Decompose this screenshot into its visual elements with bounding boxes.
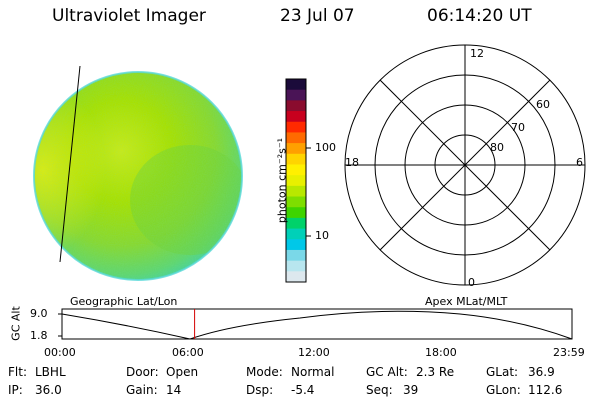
polar-label-18: 18 <box>345 156 359 169</box>
time-label: 06:14:20 UT <box>427 6 532 26</box>
terminator-line <box>59 65 81 263</box>
polar-lat-80: 80 <box>490 141 504 154</box>
info-gain-label: Gain: <box>126 383 158 397</box>
timeline-x-tick-0000: 00:00 <box>44 346 76 359</box>
info-gcalt-label: GC Alt: <box>366 365 408 379</box>
timeline-x-tick-0600: 06:00 <box>172 346 204 359</box>
info-flt-label: Flt: <box>8 365 27 379</box>
timeline-x-tick-2359: 23:59 <box>553 346 585 359</box>
colorbar-cell <box>286 143 306 155</box>
colorbar-cell <box>286 207 306 219</box>
colorbar-cell <box>286 175 306 187</box>
colorbar-cell <box>286 239 306 251</box>
info-dsp-value: -5.4 <box>291 383 315 397</box>
instrument-title: Ultraviolet Imager <box>52 6 206 26</box>
info-ip-value: 36.0 <box>35 383 62 397</box>
uv-earth-image <box>33 71 243 281</box>
info-glon-value: 112.6 <box>528 383 563 397</box>
info-flt-value: LBHL <box>35 365 66 379</box>
colorbar-cell <box>286 185 306 198</box>
timeline-y-tick-low: 1.8 <box>30 329 48 342</box>
polar-label-0: 0 <box>468 276 475 289</box>
colorbar-cell <box>286 260 306 272</box>
info-ip-label: IP: <box>8 383 23 397</box>
timeline-x-tick-1800: 18:00 <box>425 346 457 359</box>
info-mode-label: Mode: <box>246 365 283 379</box>
info-mode-value: Normal <box>291 365 335 379</box>
polar-lat-60: 60 <box>536 98 550 111</box>
colorbar-cell <box>286 79 306 91</box>
info-gain-value: 14 <box>166 383 182 397</box>
colorbar-cell <box>286 121 306 133</box>
colorbar-cell <box>286 271 306 283</box>
colorbar-frame <box>285 78 307 283</box>
colorbar-cell <box>286 89 306 101</box>
colorbar-label-100: 100 <box>315 141 336 154</box>
timeline-y-tick-high: 9.0 <box>30 307 48 320</box>
info-door-value: Open <box>166 365 199 379</box>
colorbar-cell <box>286 132 306 144</box>
timeline-left-title: Geographic Lat/Lon <box>70 295 178 308</box>
colorbar <box>286 79 306 283</box>
info-gcalt-value: 2.3 Re <box>416 365 455 379</box>
timeline-x-tick-1200: 12:00 <box>298 346 330 359</box>
info-seq-value: 39 <box>403 383 419 397</box>
polar-label-6: 6 <box>576 156 583 169</box>
colorbar-cell <box>286 164 306 176</box>
polar-grid <box>344 44 586 286</box>
colorbar-unit-label: photon cm⁻²s⁻¹ <box>275 137 289 224</box>
colorbar-label-10: 10 <box>315 229 329 242</box>
info-door-label: Door: <box>126 365 159 379</box>
timeline-right-title: Apex MLat/MLT <box>425 295 508 308</box>
info-glat-label: GLat: <box>486 365 519 379</box>
colorbar-cell <box>286 196 306 208</box>
polar-diagonal-2 <box>379 79 551 251</box>
polar-lat-70: 70 <box>511 121 525 134</box>
colorbar-cell <box>286 153 306 165</box>
colorbar-cell <box>286 249 306 262</box>
info-seq-label: Seq: <box>366 383 393 397</box>
timeline-y-label: GC Alt <box>9 306 23 341</box>
info-glon-label: GLon: <box>486 383 521 397</box>
colorbar-cell <box>286 100 306 112</box>
altitude-curve <box>61 310 573 340</box>
date-label: 23 Jul 07 <box>280 6 355 26</box>
polar-label-12: 12 <box>470 47 484 60</box>
info-glat-value: 36.9 <box>528 365 555 379</box>
colorbar-cell <box>286 228 306 240</box>
colorbar-cell <box>286 111 306 123</box>
colorbar-cell <box>286 217 306 230</box>
timeline-frame <box>61 308 573 340</box>
info-dsp-label: Dsp: <box>246 383 274 397</box>
